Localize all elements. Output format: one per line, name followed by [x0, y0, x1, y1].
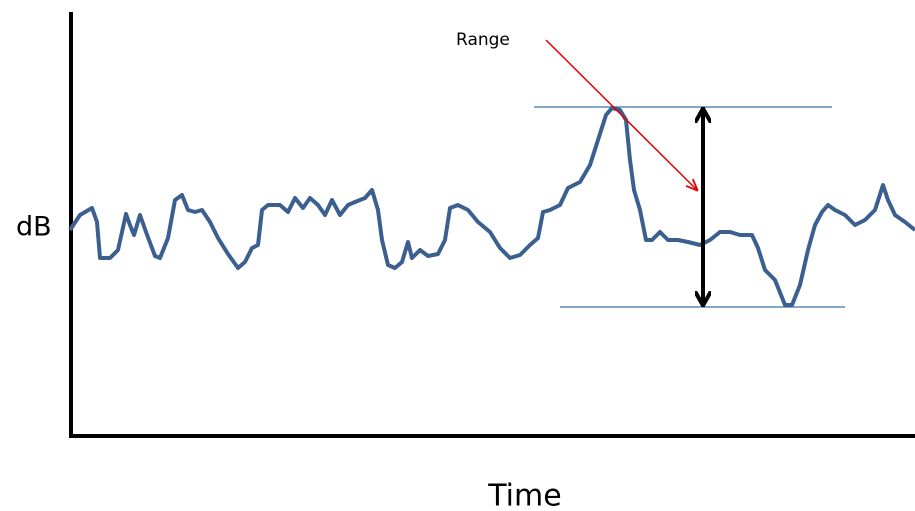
signal-line	[68, 106, 915, 307]
pointer-arrow	[545, 39, 697, 190]
y-axis-label: dB	[16, 212, 52, 243]
range-label: Range	[456, 30, 510, 50]
x-axis-label: Time	[487, 479, 561, 511]
